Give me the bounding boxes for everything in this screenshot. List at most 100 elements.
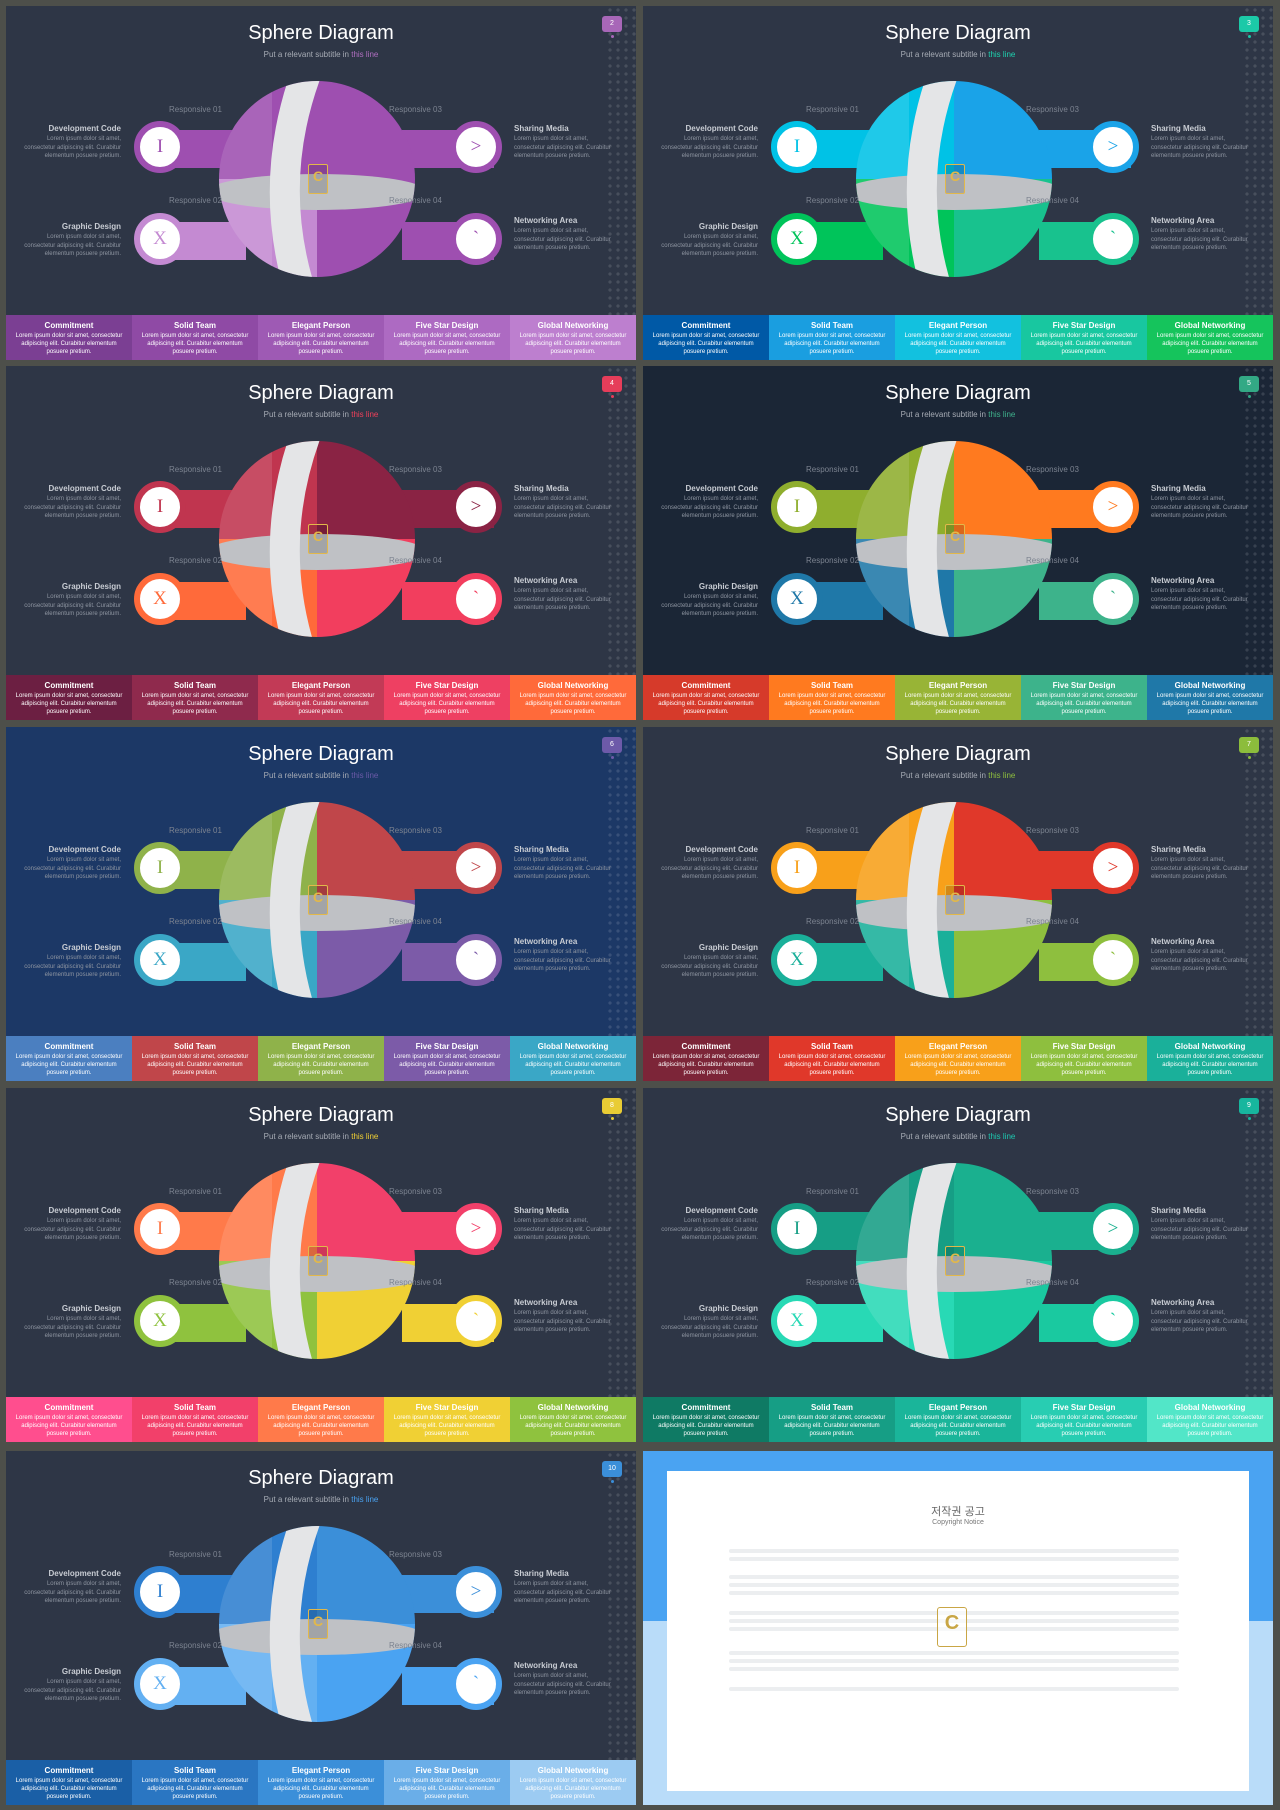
dot-pattern	[606, 1451, 636, 1805]
bar-title: Commitment	[44, 681, 94, 690]
bar-body: Lorem ipsum dolor sit amet, consectetur …	[778, 693, 886, 715]
responsive-label: Responsive 02	[806, 196, 859, 205]
bar-title: Commitment	[44, 1403, 94, 1412]
bottom-bar: Elegant Person Lorem ipsum dolor sit amet…	[895, 1397, 1021, 1442]
bottom-bar-row: Commitment Lorem ipsum dolor sit amet, co…	[643, 1036, 1273, 1081]
responsive-label: Responsive 04	[389, 196, 442, 205]
sphere-graphic	[219, 1163, 415, 1359]
section-body: Lorem ipsum dolor sit amet, consectetur …	[514, 228, 611, 251]
responsive-label: Responsive 01	[169, 465, 222, 474]
bottom-bar: Global Networking Lorem ipsum dolor sit a…	[510, 675, 636, 720]
section-body: Lorem ipsum dolor sit amet, consectetur …	[24, 1218, 121, 1241]
section-body: Lorem ipsum dolor sit amet, consectetur …	[24, 1316, 121, 1339]
page-number-badge: 2	[602, 16, 622, 38]
section-heading: Networking Area	[1151, 1298, 1215, 1307]
notice-text-line	[729, 1583, 1179, 1587]
bar-body: Lorem ipsum dolor sit amet, consectetur …	[652, 333, 760, 355]
dot-pattern	[606, 6, 636, 360]
icon-circle: >	[450, 1203, 502, 1255]
bar-body: Lorem ipsum dolor sit amet, consectetur …	[393, 1054, 501, 1076]
section-body: Lorem ipsum dolor sit amet, consectetur …	[24, 1581, 121, 1604]
bar-body: Lorem ipsum dolor sit amet, consectetur …	[652, 1415, 760, 1437]
responsive-label: Responsive 03	[389, 105, 442, 114]
bar-body: Lorem ipsum dolor sit amet, consectetur …	[1030, 693, 1138, 715]
slide-subtitle: Put a relevant subtitle in this line	[6, 50, 636, 59]
bar-body: Lorem ipsum dolor sit amet, consectetur …	[519, 333, 627, 355]
bottom-bar: Elegant Person Lorem ipsum dolor sit amet…	[258, 675, 384, 720]
notice-logo: C	[937, 1607, 967, 1647]
slide-title: Sphere Diagram	[248, 1104, 394, 1126]
subtitle-text: Put a relevant subtitle in	[900, 771, 989, 780]
page-number-badge: 10	[602, 1461, 622, 1483]
section-body: Lorem ipsum dolor sit amet, consectetur …	[1151, 136, 1248, 159]
sphere-band-horizontal	[856, 895, 1052, 931]
sphere-band-vertical	[269, 1526, 322, 1722]
bar-title: Five Star Design	[415, 1766, 479, 1775]
bottom-bar: Solid Team Lorem ipsum dolor sit amet, co…	[132, 1760, 258, 1805]
bar-title: Global Networking	[1174, 1403, 1246, 1412]
section-body: Lorem ipsum dolor sit amet, consectetur …	[514, 949, 611, 972]
responsive-label: Responsive 03	[1026, 1187, 1079, 1196]
sphere-diagram	[212, 1156, 422, 1366]
bar-body: Lorem ipsum dolor sit amet, consectetur …	[15, 1415, 123, 1437]
bar-body: Lorem ipsum dolor sit amet, consectetur …	[519, 693, 627, 715]
bar-body: Lorem ipsum dolor sit amet, consectetur …	[15, 1054, 123, 1076]
bar-title: Solid Team	[173, 1042, 217, 1051]
sphere-band-horizontal	[856, 534, 1052, 570]
sphere-quadrant-top-right	[954, 81, 1052, 179]
sphere-diagram	[849, 434, 1059, 644]
notice-text-line	[729, 1687, 1179, 1691]
bar-title: Five Star Design	[415, 1403, 479, 1412]
section-heading: Sharing Media	[1151, 124, 1206, 133]
responsive-label: Responsive 02	[169, 556, 222, 565]
dot-pattern	[606, 727, 636, 1081]
bar-title: Five Star Design	[1052, 681, 1116, 690]
page-number-badge: 8	[602, 1098, 622, 1120]
bar-title: Global Networking	[537, 321, 609, 330]
bar-title: Elegant Person	[291, 681, 351, 690]
subtitle-highlight: this line	[351, 771, 379, 780]
slide-title: Sphere Diagram	[248, 382, 394, 404]
icon-circle: `	[1087, 934, 1139, 986]
page-number-badge: 5	[1239, 376, 1259, 398]
slide: Sphere Diagram Put a relevant subtitle in…	[6, 727, 636, 1081]
responsive-label: Responsive 02	[169, 1278, 222, 1287]
section-heading: Development Code	[48, 484, 121, 493]
sphere-diagram	[212, 1519, 422, 1729]
bar-body: Lorem ipsum dolor sit amet, consectetur …	[778, 1415, 886, 1437]
responsive-label: Responsive 02	[806, 917, 859, 926]
bar-body: Lorem ipsum dolor sit amet, consectetur …	[1156, 1054, 1264, 1076]
bar-title: Solid Team	[173, 321, 217, 330]
sphere-quadrant-top-right	[954, 441, 1052, 539]
section-body: Lorem ipsum dolor sit amet, consectetur …	[514, 588, 611, 611]
section-body: Lorem ipsum dolor sit amet, consectetur …	[661, 234, 758, 257]
bar-title: Solid Team	[173, 681, 217, 690]
subtitle-text: Put a relevant subtitle in	[900, 410, 989, 419]
bottom-bar: Global Networking Lorem ipsum dolor sit a…	[1147, 675, 1273, 720]
responsive-label: Responsive 03	[389, 1187, 442, 1196]
notice-text-line	[729, 1575, 1179, 1579]
icon-circle: X	[134, 213, 186, 265]
slide-subtitle: Put a relevant subtitle in this line	[643, 50, 1273, 59]
section-heading: Networking Area	[514, 1661, 578, 1670]
section-body: Lorem ipsum dolor sit amet, consectetur …	[514, 857, 611, 880]
slide-title: Sphere Diagram	[885, 743, 1031, 765]
bar-title: Five Star Design	[1052, 1042, 1116, 1051]
sphere-quadrant-top-right	[317, 1163, 415, 1261]
icon-circle: >	[450, 842, 502, 894]
section-heading: Networking Area	[514, 576, 578, 585]
icon-circle: >	[450, 481, 502, 533]
bottom-bar-row: Commitment Lorem ipsum dolor sit amet, co…	[6, 1397, 636, 1442]
bar-title: Elegant Person	[928, 321, 988, 330]
icon-circle: >	[1087, 481, 1139, 533]
bar-title: Global Networking	[537, 1766, 609, 1775]
section-heading: Networking Area	[1151, 576, 1215, 585]
icon-circle: `	[450, 573, 502, 625]
bar-body: Lorem ipsum dolor sit amet, consectetur …	[393, 693, 501, 715]
bottom-bar: Global Networking Lorem ipsum dolor sit a…	[1147, 315, 1273, 360]
sphere-diagram	[849, 1156, 1059, 1366]
bottom-bar: Commitment Lorem ipsum dolor sit amet, co…	[643, 1036, 769, 1081]
bottom-bar: Elegant Person Lorem ipsum dolor sit amet…	[258, 315, 384, 360]
notice-text-line	[729, 1651, 1179, 1655]
notice-text-line	[729, 1557, 1179, 1561]
